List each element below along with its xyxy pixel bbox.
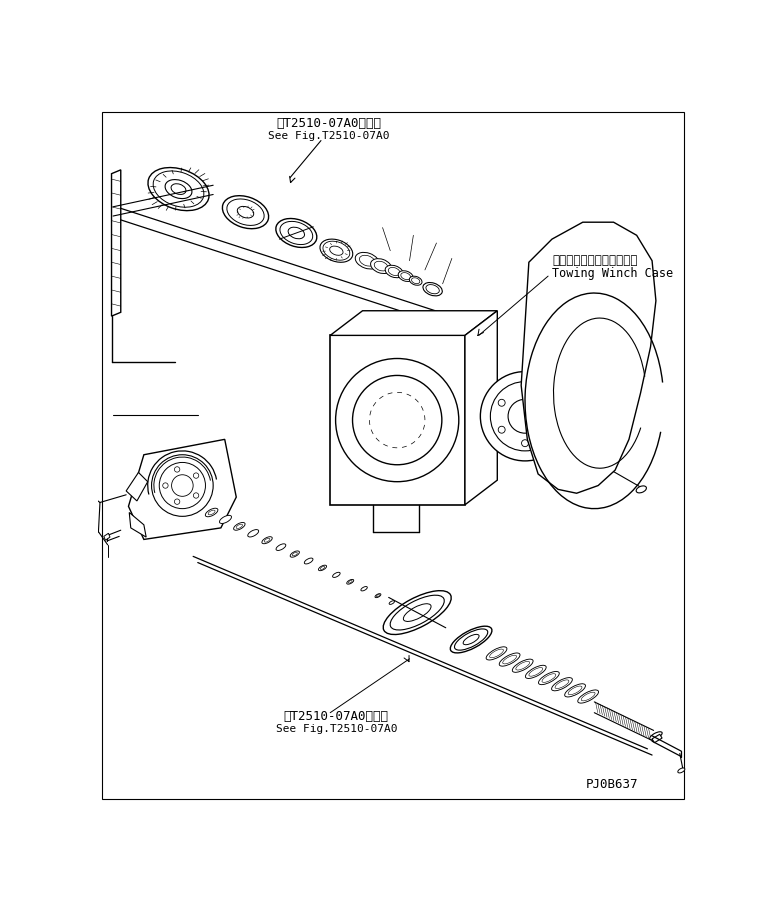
Polygon shape [330, 311, 497, 336]
Ellipse shape [552, 677, 572, 691]
Polygon shape [586, 366, 617, 400]
Ellipse shape [234, 522, 245, 530]
Polygon shape [586, 433, 617, 466]
Ellipse shape [565, 684, 585, 697]
Ellipse shape [385, 265, 403, 278]
Ellipse shape [276, 218, 317, 247]
Text: See Fig.T2510-07A0: See Fig.T2510-07A0 [268, 131, 389, 141]
Polygon shape [330, 336, 465, 505]
Ellipse shape [361, 586, 368, 591]
Ellipse shape [636, 486, 647, 492]
Polygon shape [521, 222, 656, 493]
Polygon shape [126, 473, 148, 501]
Ellipse shape [148, 168, 209, 211]
Ellipse shape [355, 253, 379, 269]
Ellipse shape [220, 515, 231, 523]
Text: Towing Winch Case: Towing Winch Case [552, 266, 673, 280]
Ellipse shape [486, 647, 507, 660]
Ellipse shape [409, 276, 422, 285]
Ellipse shape [375, 594, 381, 598]
Ellipse shape [578, 690, 598, 703]
Ellipse shape [450, 626, 492, 653]
Ellipse shape [276, 544, 286, 550]
Polygon shape [112, 170, 121, 316]
Ellipse shape [499, 653, 520, 667]
Ellipse shape [319, 566, 326, 571]
Ellipse shape [398, 271, 413, 281]
Ellipse shape [262, 537, 272, 544]
Text: トーインダウィンチケース: トーインダウィンチケース [552, 254, 637, 267]
Ellipse shape [636, 339, 647, 346]
Ellipse shape [383, 591, 451, 634]
Ellipse shape [347, 579, 354, 584]
Ellipse shape [332, 572, 340, 577]
Circle shape [480, 372, 570, 461]
Ellipse shape [678, 768, 685, 773]
Ellipse shape [538, 671, 559, 685]
Ellipse shape [512, 659, 533, 672]
Ellipse shape [389, 601, 394, 604]
Ellipse shape [247, 529, 259, 537]
Ellipse shape [222, 196, 269, 229]
Circle shape [152, 455, 213, 516]
Text: See Fig.T2510-07A0: See Fig.T2510-07A0 [276, 724, 397, 734]
Ellipse shape [320, 239, 353, 262]
Polygon shape [652, 734, 662, 742]
Ellipse shape [423, 282, 442, 296]
Text: 第T2510-07A0図参照: 第T2510-07A0図参照 [277, 117, 381, 130]
Polygon shape [129, 439, 236, 539]
Text: PJ0B637: PJ0B637 [586, 778, 638, 791]
Polygon shape [465, 311, 497, 505]
Ellipse shape [304, 558, 313, 564]
Text: 第T2510-07A0図参照: 第T2510-07A0図参照 [284, 710, 389, 723]
Ellipse shape [650, 732, 662, 740]
Ellipse shape [525, 666, 546, 678]
Ellipse shape [371, 259, 391, 273]
Ellipse shape [205, 508, 218, 517]
Polygon shape [104, 533, 110, 540]
Polygon shape [129, 512, 146, 537]
Ellipse shape [290, 551, 300, 557]
